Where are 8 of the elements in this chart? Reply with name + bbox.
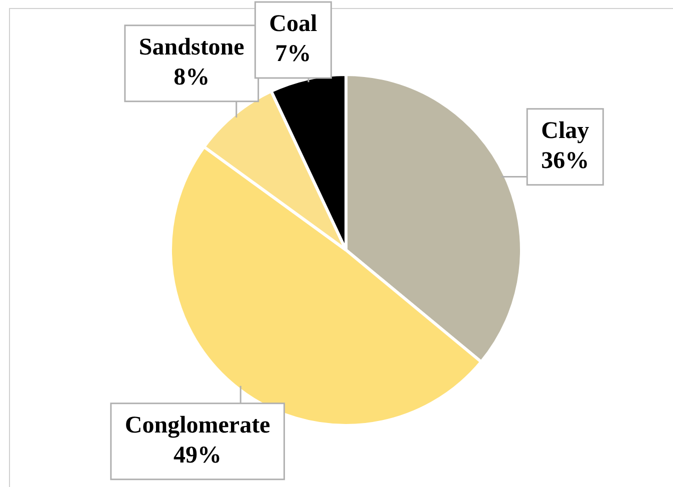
slice-label: Clay	[541, 118, 590, 144]
slice-label: Coal	[269, 11, 318, 38]
data-label: 7%	[275, 41, 312, 68]
data-label: 36%	[541, 148, 590, 174]
slice-label: Sandstone	[138, 34, 245, 61]
data-label: 8%	[174, 64, 210, 91]
data-label: 49%	[174, 442, 222, 469]
slice-label: Conglomerate	[124, 412, 271, 439]
